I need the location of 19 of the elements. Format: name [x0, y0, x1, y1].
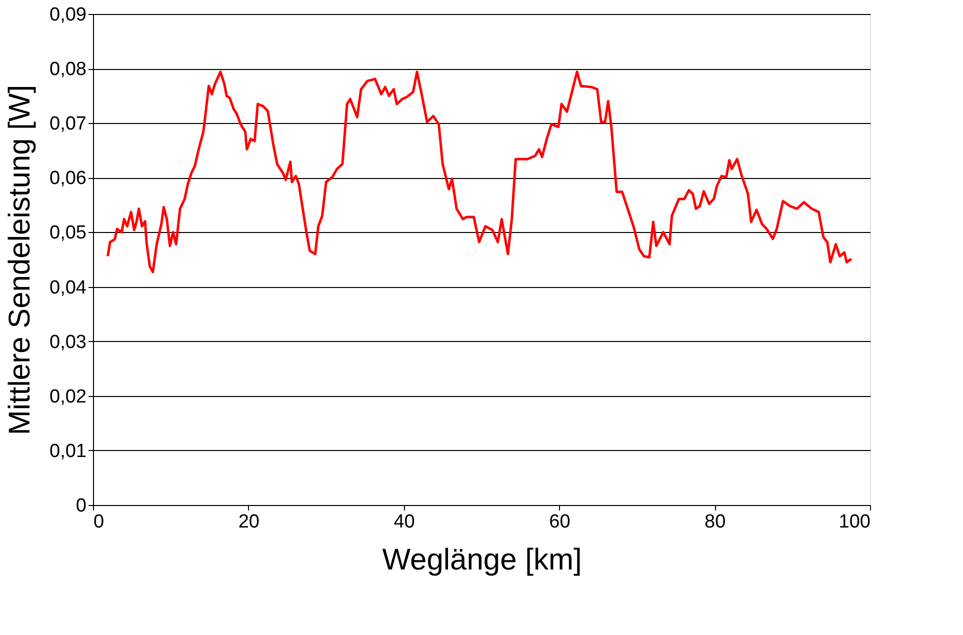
y-tick-label: 0,01 — [50, 440, 86, 462]
y-axis-title: Mittlere Sendeleistung [W] — [4, 84, 37, 436]
x-tick-label: 0 — [94, 512, 104, 532]
y-tick-label: 0,08 — [50, 59, 86, 80]
y-tick-label: 0,07 — [50, 114, 86, 135]
y-tick-label: 0,03 — [50, 332, 86, 353]
x-tick-label: 40 — [394, 512, 415, 532]
y-tick-label: 0,05 — [50, 222, 86, 244]
y-tick-label: 0 — [76, 496, 86, 516]
x-tick-label: 80 — [704, 512, 726, 532]
x-tick-label: 100 — [838, 512, 870, 532]
y-tick-label: 0,02 — [50, 386, 86, 408]
y-tick-label: 0,06 — [50, 168, 86, 190]
line-series — [106, 70, 853, 274]
y-tick-label: 0,09 — [50, 4, 86, 26]
y-tick-label: 0,04 — [50, 277, 87, 298]
x-tick-label: 60 — [549, 512, 570, 532]
x-axis-title: Weglänge [km] — [382, 544, 582, 576]
x-tick-label: 20 — [238, 512, 260, 532]
